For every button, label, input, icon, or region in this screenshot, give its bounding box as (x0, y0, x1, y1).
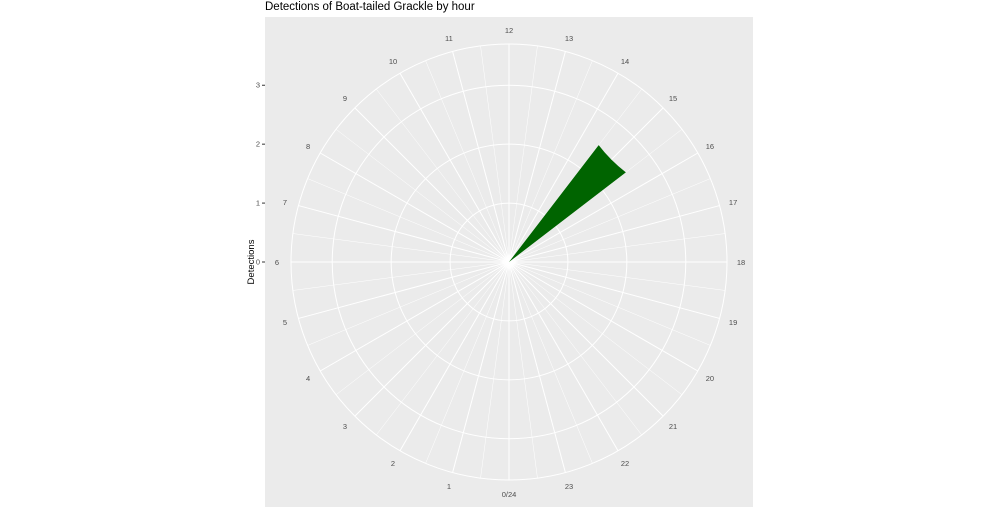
minor-grid-spoke (425, 60, 510, 263)
hour-label: 13 (565, 34, 573, 43)
major-grid-spoke (319, 261, 510, 372)
minor-grid-spoke (335, 129, 510, 263)
minor-grid-spoke (508, 261, 538, 479)
hour-label: 10 (389, 57, 397, 66)
hour-label: 5 (283, 318, 287, 327)
minor-grid-spoke (376, 261, 510, 436)
major-grid-spoke (319, 152, 510, 263)
hour-label: 12 (505, 26, 513, 35)
minor-grid-spoke (508, 233, 726, 263)
y-tick-label: 2 (256, 140, 260, 149)
bars-layer (509, 145, 626, 262)
grid-ring (331, 84, 687, 440)
minor-grid-spoke (508, 178, 711, 263)
major-grid-spoke (508, 261, 664, 417)
minor-grid-spoke (508, 261, 642, 436)
hour-label: 2 (391, 459, 395, 468)
hour-label: 6 (275, 258, 279, 267)
major-grid-spoke (508, 261, 720, 319)
minor-grid-spoke (508, 45, 538, 263)
minor-grid-spoke (376, 88, 510, 263)
hour-label: 17 (729, 198, 737, 207)
major-grid-spoke (508, 152, 699, 263)
hour-label: 1 (447, 482, 451, 491)
major-grid-spoke (508, 261, 699, 372)
hour-labels: 0/24123456789101112131415161718192021222… (275, 26, 745, 499)
major-grid-spoke (452, 261, 510, 473)
hour-label: 16 (706, 142, 714, 151)
hour-label: 19 (729, 318, 737, 327)
y-axis-title: Detections (246, 239, 257, 284)
minor-grid-spoke (508, 60, 593, 263)
hour-label: 18 (737, 258, 745, 267)
hour-label: 7 (283, 198, 287, 207)
hour-label: 14 (621, 57, 629, 66)
hour-label: 15 (669, 94, 677, 103)
major-grid-spoke (508, 261, 566, 473)
major-grid-spoke (508, 205, 720, 263)
hour-label: 4 (306, 374, 310, 383)
major-grid-spoke (508, 261, 619, 452)
major-grid-spoke (399, 261, 510, 452)
minor-grid-spoke (508, 261, 726, 291)
outer-grid-ring (290, 43, 728, 481)
hour-label: 8 (306, 142, 310, 151)
major-grid-spoke (452, 51, 510, 263)
minor-grid-spoke (292, 261, 510, 291)
minor-grid-spoke (508, 261, 593, 464)
major-grid-spoke (298, 261, 510, 319)
hour-label: 11 (445, 34, 453, 43)
major-grid-spoke (354, 261, 510, 417)
minor-grid-spoke (335, 261, 510, 395)
minor-grid-spoke (508, 261, 683, 395)
hour-label: 0/24 (502, 490, 517, 499)
major-grid-spoke (399, 72, 510, 263)
hour-label: 3 (343, 422, 347, 431)
y-tick-label: 1 (256, 199, 260, 208)
y-axis: 0 1 2 3 (256, 81, 265, 267)
chart-title: Detections of Boat-tailed Grackle by hou… (265, 1, 475, 13)
minor-grid-spoke (307, 261, 510, 346)
minor-grid-spoke (480, 261, 510, 479)
hour-label: 9 (343, 94, 347, 103)
minor-grid-spoke (508, 261, 711, 346)
hour-label: 23 (565, 482, 573, 491)
major-grid-spoke (298, 205, 510, 263)
bar-hour-15 (509, 145, 626, 262)
minor-grid-spoke (425, 261, 510, 464)
major-grid-spoke (508, 72, 619, 263)
major-grid-spoke (508, 51, 566, 263)
grid-ring (449, 202, 569, 322)
y-tick-label: 0 (256, 258, 260, 267)
hour-label: 21 (669, 422, 677, 431)
grid-layer (290, 43, 728, 481)
minor-grid-spoke (292, 233, 510, 263)
hour-label: 22 (621, 459, 629, 468)
minor-grid-spoke (307, 178, 510, 263)
major-grid-spoke (354, 107, 510, 263)
hour-label: 20 (706, 374, 714, 383)
grid-ring (390, 143, 628, 381)
minor-grid-spoke (480, 45, 510, 263)
y-tick-label: 3 (256, 81, 260, 90)
